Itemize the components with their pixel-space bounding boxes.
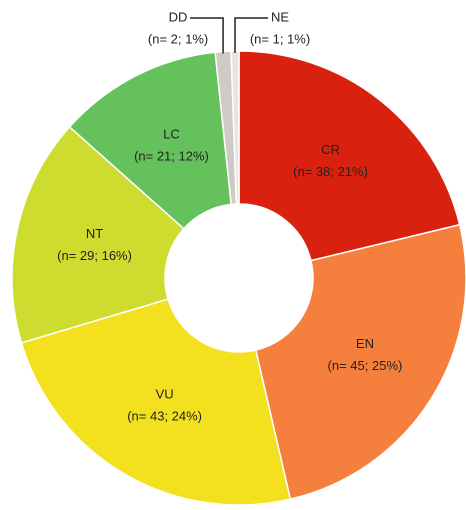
slice (20, 298, 292, 506)
value-label: (n= 1; 1%) (250, 31, 310, 46)
slice-label: NT (86, 226, 103, 241)
value-label: (n= 43; 24%) (127, 408, 202, 423)
slice (11, 125, 185, 344)
slice (68, 51, 233, 230)
value-label: (n= 29; 16%) (57, 248, 132, 263)
slice-label: NE (271, 9, 289, 24)
leader-line (190, 17, 224, 54)
leader-line (234, 17, 269, 54)
value-label: (n= 2; 1%) (148, 31, 208, 46)
slice-label: LC (163, 127, 180, 142)
slice-label: EN (356, 336, 374, 351)
slice (230, 50, 240, 205)
slice-label: VU (156, 386, 174, 401)
value-label: (n= 21; 12%) (134, 149, 209, 164)
value-label: (n= 38; 21%) (293, 164, 368, 179)
slice (238, 50, 461, 262)
slice-label: DD (169, 9, 188, 24)
slice (254, 223, 466, 501)
value-label: (n= 45; 25%) (328, 358, 403, 373)
slice-label: CR (321, 142, 340, 157)
